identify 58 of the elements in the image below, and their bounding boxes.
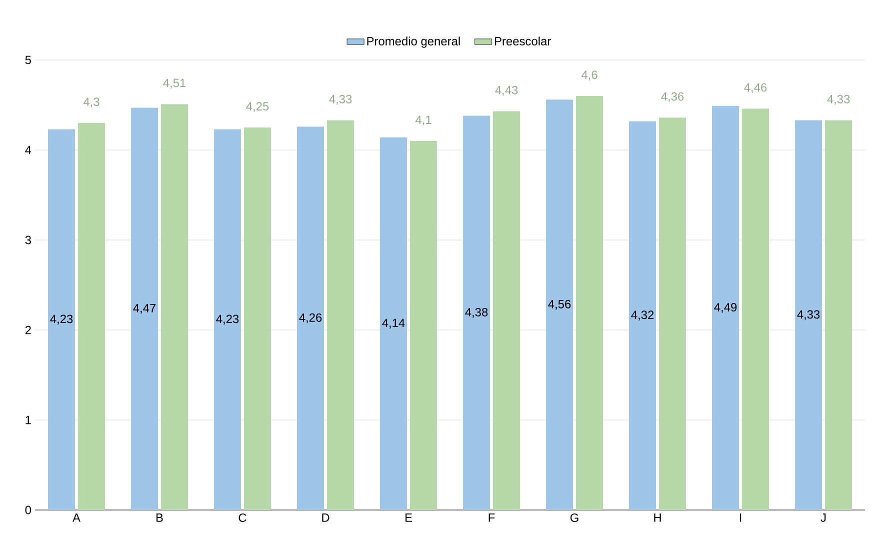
data-label: 4,51 (163, 78, 186, 89)
y-tick-label: 2 (25, 326, 31, 334)
x-tick-label: G (570, 514, 578, 522)
x-tick-label: E (406, 514, 412, 522)
bar (463, 116, 490, 510)
bar (48, 129, 75, 510)
bar (629, 121, 656, 510)
bar (78, 122, 105, 510)
bar (244, 127, 272, 510)
y-tick-label: 3 (25, 236, 31, 244)
y-tick-label: 4 (25, 146, 32, 154)
y-tick-label: 1 (26, 416, 31, 424)
x-tick-label: J (820, 514, 826, 522)
data-label: 4,43 (495, 86, 518, 96)
bar (493, 111, 520, 510)
bar (327, 120, 354, 510)
y-tick-label: 5 (25, 56, 31, 64)
x-tick-label: C (238, 514, 246, 522)
data-label: 4,3 (83, 98, 100, 108)
data-label: 4,56 (548, 300, 571, 310)
data-label: 4,49 (714, 303, 737, 313)
data-label: 4,32 (631, 310, 654, 321)
bar (576, 96, 604, 510)
bar (410, 140, 438, 510)
data-label: 4,23 (50, 314, 73, 325)
x-tick-label: A (72, 514, 80, 522)
bar (131, 108, 158, 510)
data-label: 4,47 (133, 304, 156, 314)
data-label: 4,1 (415, 116, 432, 126)
bar (297, 126, 324, 510)
bar (161, 104, 188, 510)
bar (659, 118, 686, 510)
data-label: 4,23 (216, 314, 239, 325)
legend-label: Preescolar (495, 36, 551, 46)
x-tick-label: D (322, 514, 330, 522)
data-label: 4,46 (744, 83, 767, 94)
x-tick-label: F (488, 514, 495, 522)
y-tick-label: 0 (25, 506, 32, 514)
x-tick-label: H (654, 514, 661, 522)
data-label: 4,33 (329, 94, 352, 105)
bar (546, 100, 574, 510)
bar (795, 120, 822, 510)
data-label: 4,6 (581, 70, 598, 80)
data-label: 4,25 (246, 102, 269, 112)
data-label: 4,36 (661, 92, 684, 102)
data-label: 4,33 (827, 94, 850, 105)
data-label: 4,33 (797, 310, 820, 320)
bar (214, 129, 242, 510)
x-tick-label: B (156, 514, 163, 522)
bar (380, 137, 408, 510)
data-label: 4,38 (465, 308, 488, 318)
legend-label: Promedio general (367, 36, 460, 48)
data-label: 4,26 (299, 313, 322, 324)
x-tick-label: I (740, 514, 742, 522)
data-label: 4,14 (382, 318, 405, 329)
bar (712, 106, 740, 510)
bar (825, 120, 852, 510)
bar (742, 108, 770, 510)
